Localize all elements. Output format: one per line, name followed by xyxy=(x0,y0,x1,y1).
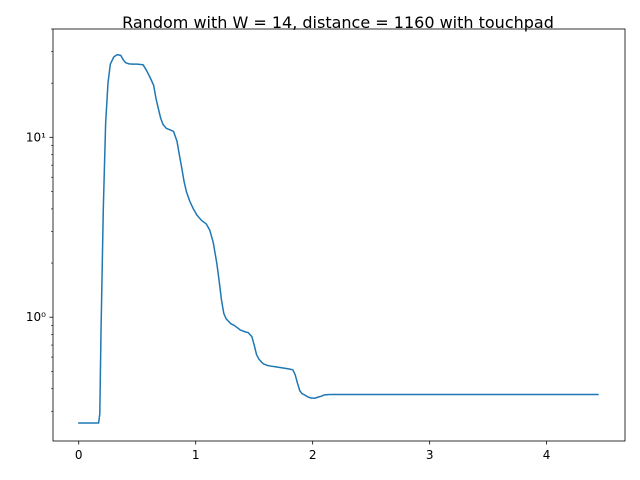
x-tick-label: 4 xyxy=(543,448,551,462)
y-tick-label: 10¹ xyxy=(26,130,46,144)
series-line-0 xyxy=(77,53,599,424)
x-axis: 0 1 2 3 4 xyxy=(75,441,551,462)
plot-frame xyxy=(52,28,626,442)
x-tick-label: 2 xyxy=(309,448,317,462)
x-tick-label: 1 xyxy=(192,448,200,462)
x-tick-label: 3 xyxy=(426,448,434,462)
y-tick-label: 10⁰ xyxy=(26,310,46,324)
x-tick-label: 0 xyxy=(75,448,83,462)
chart-title: Random with W = 14, distance = 1160 with… xyxy=(122,13,554,32)
series-layer xyxy=(77,53,599,424)
y-axis: 10⁰ 10¹ xyxy=(26,28,53,412)
